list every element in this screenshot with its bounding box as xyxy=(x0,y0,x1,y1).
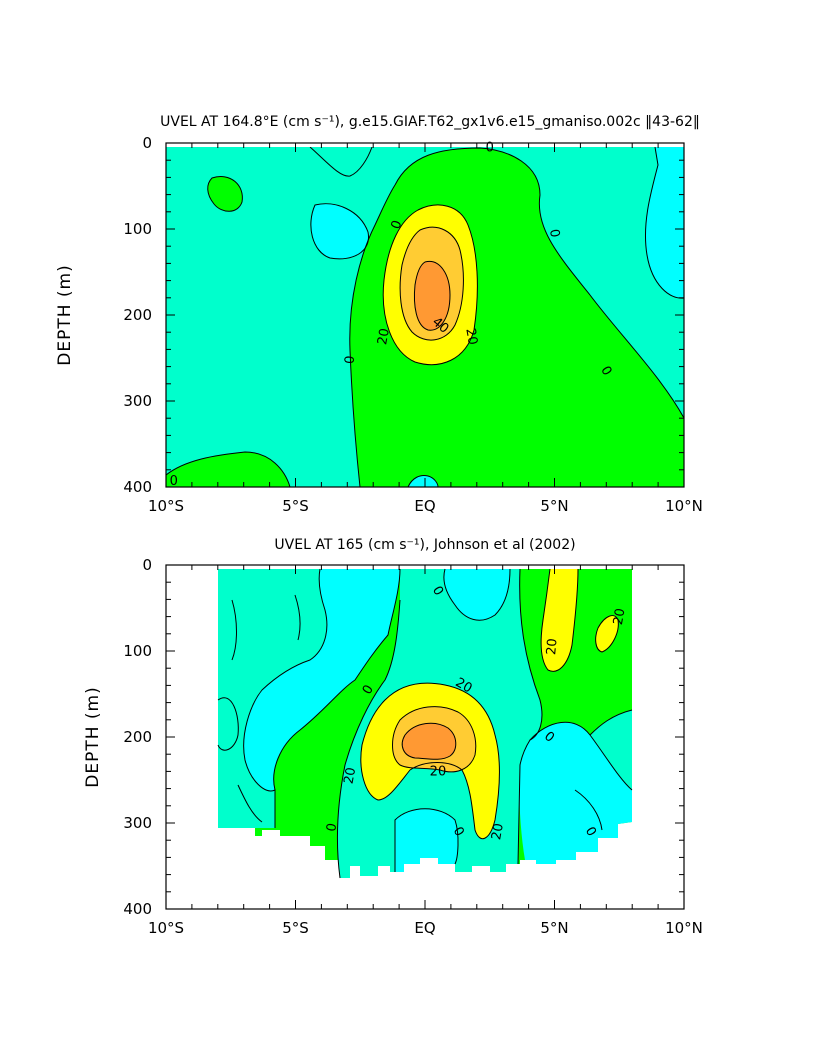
panel-model-contours xyxy=(166,146,684,487)
x-tick-label: 5°S xyxy=(282,497,309,515)
contour-label: 0 xyxy=(324,822,340,833)
y-tick-label: 100 xyxy=(123,220,152,238)
contour-label: 0 xyxy=(486,140,494,155)
band-lt0-region xyxy=(310,203,369,259)
band-lt0-region xyxy=(395,808,459,872)
y-tick-label: 300 xyxy=(123,392,152,410)
panel-obs-plot-area xyxy=(217,568,633,879)
panel-obs-contours xyxy=(217,568,633,879)
band-20-30-region xyxy=(595,615,619,652)
band-20-30-region xyxy=(541,569,578,672)
panel-obs-ylabel: DEPTH (m) xyxy=(83,686,103,787)
contour-label: 20 xyxy=(462,327,480,346)
contour-label: 20 xyxy=(544,638,560,656)
contour-label: 20 xyxy=(611,607,629,626)
y-tick-label: 0 xyxy=(142,556,152,574)
band-40-50-region xyxy=(414,261,450,331)
band-10-20-region xyxy=(166,452,290,487)
contour-label: 20 xyxy=(489,822,507,841)
x-tick-label: 10°S xyxy=(148,919,184,937)
y-tick-label: 200 xyxy=(123,728,152,746)
y-tick-label: 300 xyxy=(123,814,152,832)
x-tick-label: 10°N xyxy=(665,919,703,937)
panel-model-title: UVEL AT 164.8°E (cm s⁻¹), g.e15.GIAF.T62… xyxy=(160,114,700,130)
panel-model: UVEL AT 164.8°E (cm s⁻¹), g.e15.GIAF.T62… xyxy=(55,114,703,515)
band-40-50-region xyxy=(402,723,456,760)
x-tick-label: 5°S xyxy=(282,919,309,937)
band-lt0-region xyxy=(519,722,632,864)
contour-label: 0 xyxy=(170,474,178,489)
x-tick-label: EQ xyxy=(414,919,435,937)
contour-label: 0 xyxy=(546,228,562,239)
y-tick-label: 0 xyxy=(142,134,152,152)
contour-label: 20 xyxy=(453,675,475,696)
x-tick-label: 5°N xyxy=(540,497,568,515)
panel-model-ylabel: DEPTH (m) xyxy=(55,264,75,365)
y-tick-label: 400 xyxy=(123,478,152,496)
x-tick-label: EQ xyxy=(414,497,435,515)
x-tick-label: 10°N xyxy=(665,497,703,515)
band-0-10-region xyxy=(590,710,632,790)
panel-obs: UVEL AT 165 (cm s⁻¹), Johnson et al (200… xyxy=(83,537,703,937)
panel-obs-title: UVEL AT 165 (cm s⁻¹), Johnson et al (200… xyxy=(274,537,575,553)
y-tick-label: 200 xyxy=(123,306,152,324)
contour-label: 20 xyxy=(375,327,393,346)
contour-label: 20 xyxy=(342,766,360,785)
band-lt0-region xyxy=(645,147,684,299)
band-10-20-region xyxy=(207,176,243,212)
x-tick-label: 5°N xyxy=(540,919,568,937)
contour-label: 0 xyxy=(343,355,359,365)
x-tick-label: 10°S xyxy=(148,497,184,515)
band-lt0-region xyxy=(243,569,400,791)
contour-label: 20 xyxy=(430,764,447,779)
panel-model-plot-area xyxy=(166,146,684,487)
y-tick-label: 100 xyxy=(123,642,152,660)
y-tick-label: 400 xyxy=(123,900,152,918)
band-lt0-region xyxy=(443,569,510,621)
